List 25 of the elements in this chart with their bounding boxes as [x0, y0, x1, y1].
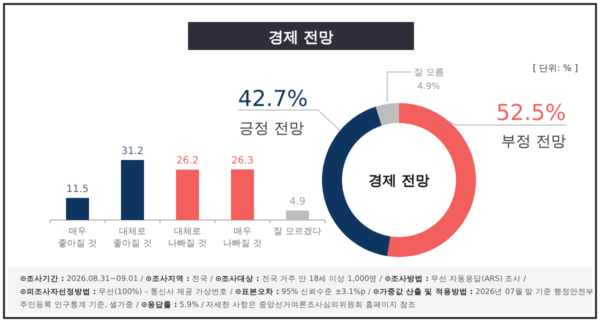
data-label: 11.5: [66, 184, 89, 195]
bar: [121, 160, 144, 220]
bar: [231, 169, 254, 220]
x-tick-label: 매우 나빠질 것: [223, 227, 262, 249]
text: 경제 전망: [368, 173, 430, 189]
bar: [176, 170, 199, 220]
x-tick-label: 대체로 좋아질 것: [113, 227, 152, 249]
data-label: 52.5%: [496, 101, 566, 126]
bar: [66, 198, 89, 220]
slice-label: 부정 전망: [501, 132, 566, 150]
data-label: 42.7%: [238, 87, 308, 112]
text: [ 단위: % ]: [532, 64, 578, 74]
data-label: 26.2: [176, 156, 199, 167]
chart-title: 경제 전망: [268, 28, 334, 46]
data-label: 31.2: [121, 146, 144, 157]
data-label: 4.9: [290, 196, 306, 208]
donut-slice: [376, 103, 399, 126]
x-tick-label: 매우 좋아질 것: [58, 227, 97, 249]
x-tick-label: 대체로 나빠질 것: [168, 227, 207, 249]
data-label: 4.9%: [417, 82, 441, 92]
slice-label: 잘 모름: [414, 68, 444, 78]
x-tick-label: 잘 모르겠다: [274, 227, 322, 237]
data-label: 26.3: [231, 155, 254, 166]
slice-label: 긍정 전망: [239, 119, 304, 137]
bar: [286, 210, 309, 220]
